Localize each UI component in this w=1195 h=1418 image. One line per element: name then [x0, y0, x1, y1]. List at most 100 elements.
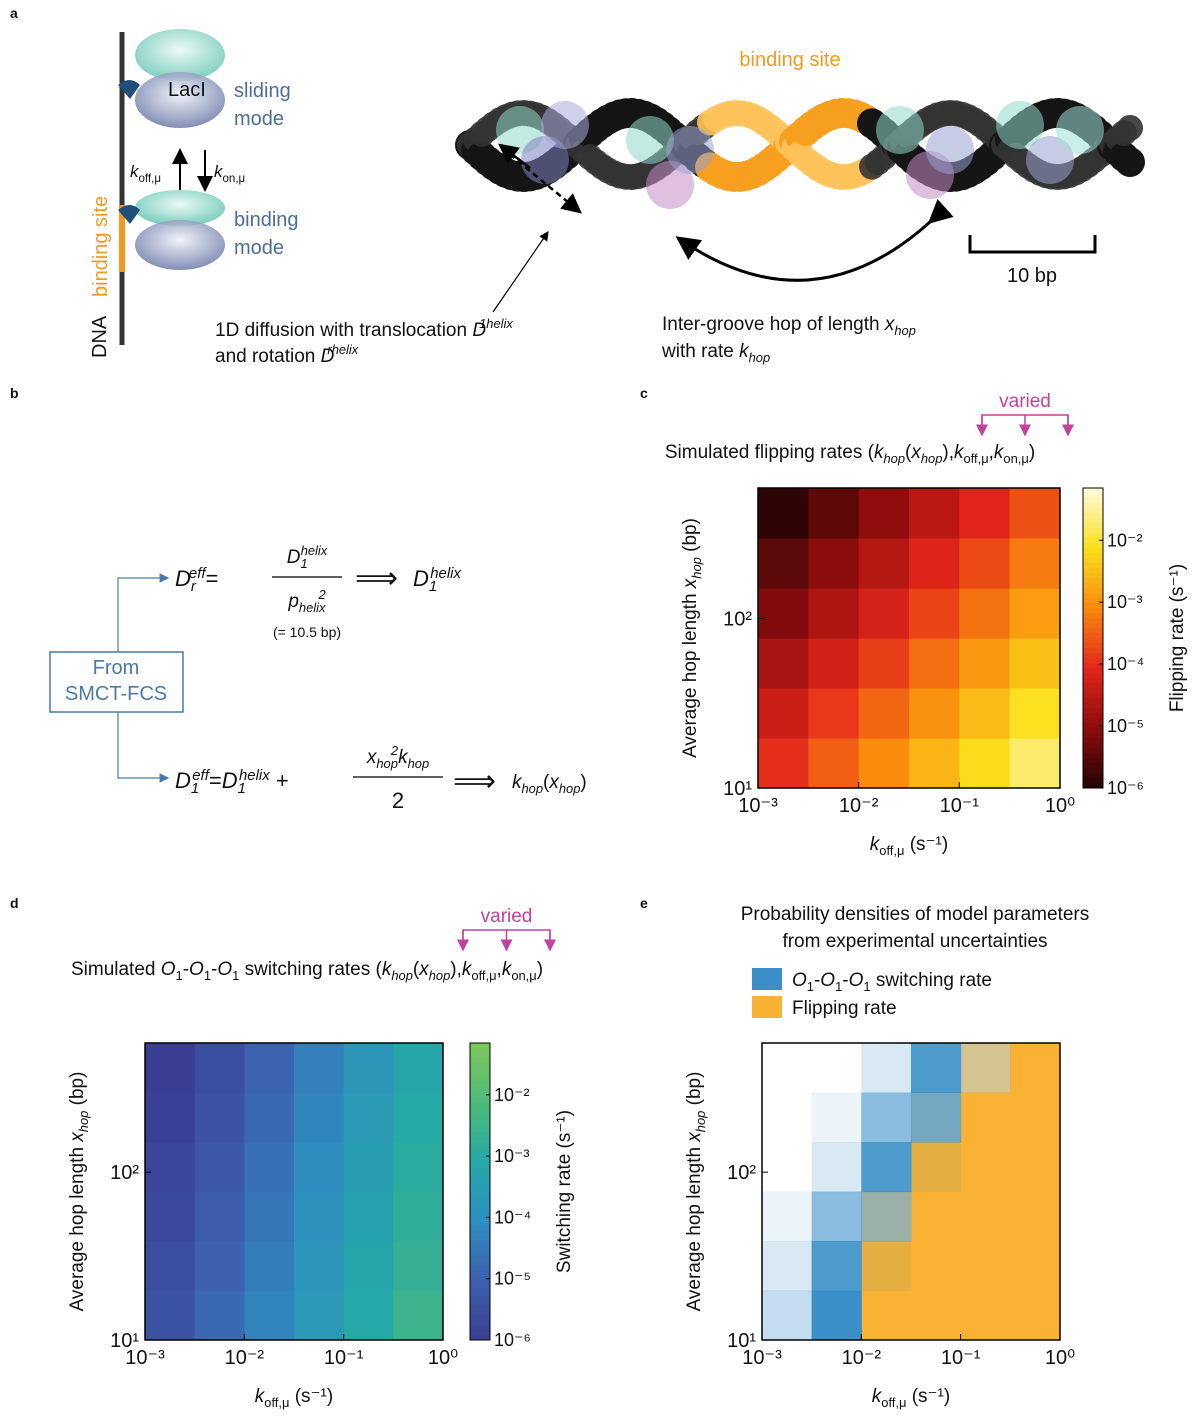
heat-cell [343, 1092, 394, 1143]
heat-cell [908, 687, 960, 739]
text-part: hop [693, 1111, 708, 1133]
colorbar-step [470, 1325, 490, 1331]
text-part: off,μ [471, 968, 496, 983]
colorbar-step [1083, 778, 1103, 784]
heat-cell [861, 1290, 912, 1341]
legend-label: O1-O1-O1 switching rate [792, 970, 992, 994]
heat-cell [758, 588, 809, 639]
text-part: - [814, 970, 820, 991]
text-part: hop [689, 557, 704, 579]
colorbar-step [1083, 723, 1103, 729]
heat-cell [244, 1142, 295, 1193]
colorbar-step [470, 1077, 490, 1084]
panel-label: b [10, 385, 19, 401]
heat-cell [908, 588, 960, 639]
text-part: = [209, 768, 222, 793]
x-tick-label: 10⁻² [842, 1347, 882, 1369]
protein-blob [1056, 106, 1104, 154]
heat-cell [393, 1142, 444, 1193]
colorbar-step [1083, 763, 1103, 769]
equation: D1helix [413, 565, 461, 595]
x-tick-label: 10⁻¹ [941, 1347, 981, 1369]
colorbar-step [470, 1315, 490, 1321]
text-part: O [189, 959, 204, 980]
text-part: O [849, 970, 864, 991]
heat-cell [393, 1043, 444, 1094]
colorbar-step [1083, 558, 1103, 564]
colorbar-step [1083, 588, 1103, 594]
colorbar-tick-label: 10⁻⁶ [1107, 778, 1144, 798]
heat-cell [393, 1240, 444, 1292]
flow-lines [49, 573, 443, 783]
mode-label: binding [234, 209, 299, 231]
text-part: helix [486, 316, 513, 331]
protein-label: LacI [168, 79, 206, 101]
colorbar-step [470, 1057, 490, 1064]
text-part: hop [749, 350, 771, 365]
heat-cell [861, 1142, 912, 1193]
text-part: , [989, 442, 994, 463]
text-part: off,μ [881, 1395, 906, 1410]
text-part: ( [905, 442, 912, 463]
colorbar-step [1083, 728, 1103, 734]
protein-blob [926, 126, 974, 174]
text-part: 1 [835, 979, 842, 994]
text-part: hop [408, 756, 430, 771]
colorbar-step [1083, 663, 1103, 669]
colorbar-step [470, 1211, 490, 1217]
text-part: O [217, 959, 232, 980]
implies: ⟹ [355, 562, 398, 595]
colorbar-step [470, 1320, 490, 1326]
plot-frame [144, 1042, 444, 1341]
heat-cell [961, 1291, 1011, 1341]
heat-cell [293, 1043, 345, 1094]
colorbar-step [470, 1285, 490, 1291]
heat-cell [343, 1043, 394, 1094]
colorbar-step [470, 1270, 490, 1277]
colorbar-step [1083, 618, 1103, 624]
colorbar-frame [469, 1042, 491, 1341]
annotation: varied [999, 391, 1051, 412]
colorbar-step [1083, 608, 1103, 614]
colorbar-step [470, 1151, 490, 1158]
text-part: 1 [301, 556, 308, 571]
dna-label: DNA [89, 315, 111, 358]
x-tick-label: 10⁰ [428, 1347, 458, 1369]
colorbar-step [1083, 713, 1103, 719]
protein-blob [996, 101, 1044, 149]
heat-cell [811, 1240, 862, 1292]
chart-title: from experimental uncertainties [782, 931, 1047, 952]
text-part: hop [522, 781, 544, 796]
colorbar-step [1083, 673, 1103, 679]
equation-note: (= 10.5 bp) [273, 624, 341, 640]
text-part: off,μ [879, 843, 904, 858]
colorbar-tick-label: 10⁻² [1107, 530, 1143, 550]
colorbar-step [1083, 718, 1103, 724]
binding-site-label: binding site [739, 49, 840, 71]
heat-cell [293, 1092, 345, 1143]
text-part: on,μ [1003, 451, 1028, 466]
heat-cell [861, 1043, 912, 1094]
heat-cell [1010, 1291, 1060, 1341]
colorbar-step [1083, 603, 1103, 609]
heat-cell [961, 1142, 1011, 1192]
heat-cell [858, 588, 910, 639]
heat-cell [758, 738, 809, 789]
heat-cell [858, 687, 910, 739]
heat-cell [858, 538, 910, 589]
colorbar-step [1083, 493, 1103, 499]
text-part: 1 [204, 968, 211, 983]
legend-swatch [752, 996, 782, 1018]
heat-cell [293, 1240, 345, 1292]
heat-cell [959, 488, 1011, 539]
heat-cell [960, 1092, 1011, 1143]
text-part: x [910, 442, 922, 463]
heat-cell [961, 1192, 1011, 1242]
text-part: 1 [429, 578, 437, 595]
colorbar-step [1083, 783, 1103, 789]
heat-cell [145, 1290, 196, 1341]
heat-cell [194, 1290, 245, 1341]
heat-cell [244, 1043, 295, 1094]
colorbar-step [1083, 638, 1103, 644]
